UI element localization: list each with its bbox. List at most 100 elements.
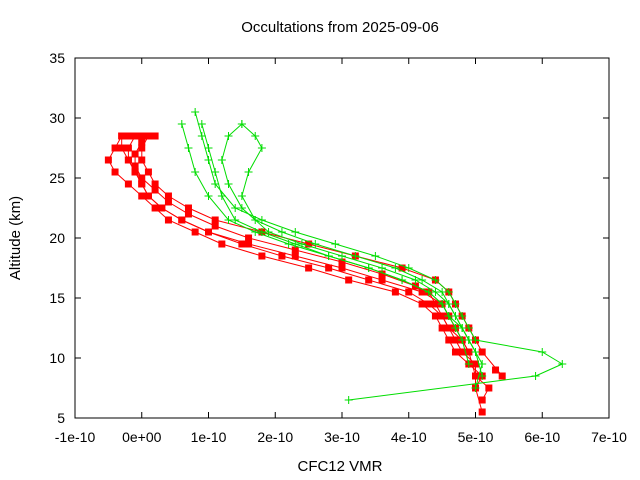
- data-point: [184, 204, 192, 212]
- data-point: [444, 312, 453, 320]
- data-point: [478, 408, 486, 416]
- series-line: [121, 135, 483, 413]
- axis-ticks: [74, 57, 610, 419]
- data-point: [251, 132, 260, 140]
- data-point: [438, 288, 447, 296]
- data-point: [151, 204, 159, 212]
- data-point: [478, 348, 486, 356]
- data-point: [398, 264, 406, 272]
- data-point: [344, 396, 353, 404]
- data-point: [431, 276, 440, 284]
- data-point: [378, 270, 386, 278]
- data-point: [151, 132, 159, 140]
- data-point: [257, 144, 266, 152]
- data-point: [425, 300, 433, 308]
- data-point: [291, 228, 300, 236]
- data-point: [224, 180, 233, 188]
- x-tick-label: 1e-10: [191, 429, 227, 445]
- data-point: [191, 228, 199, 236]
- x-axis-label: CFC12 VMR: [297, 458, 382, 475]
- data-point: [245, 240, 253, 248]
- x-tick-label: 0e+00: [122, 429, 162, 445]
- data-point: [471, 336, 480, 344]
- y-tick-label: 5: [57, 410, 65, 426]
- data-point: [305, 264, 313, 272]
- series-red-profile-3: [104, 132, 486, 392]
- data-point: [211, 168, 220, 176]
- data-point: [331, 240, 340, 248]
- data-point: [218, 240, 226, 248]
- series-green-profile-1: [191, 108, 567, 404]
- data-point: [424, 288, 433, 296]
- data-point: [472, 360, 479, 368]
- data-point: [138, 156, 146, 164]
- data-point: [211, 216, 219, 224]
- data-point: [251, 216, 260, 224]
- data-point: [431, 288, 440, 296]
- data-point: [138, 138, 146, 146]
- data-point: [405, 288, 413, 296]
- y-tick-label: 20: [49, 230, 65, 246]
- data-point: [191, 168, 200, 176]
- data-point: [444, 300, 453, 308]
- data-point: [177, 120, 186, 128]
- data-point: [451, 324, 460, 332]
- data-point: [204, 156, 213, 164]
- data-point: [197, 132, 206, 140]
- data-point: [211, 180, 220, 188]
- data-point: [371, 252, 380, 260]
- data-point: [178, 216, 186, 224]
- data-point: [138, 192, 146, 200]
- data-point: [144, 168, 152, 176]
- data-point: [104, 156, 112, 164]
- data-point: [164, 192, 172, 200]
- data-point: [138, 132, 146, 140]
- data-point: [144, 132, 152, 140]
- data-point: [451, 348, 459, 356]
- data-point: [224, 132, 233, 140]
- data-point: [391, 288, 399, 296]
- x-tick-label: -1e-10: [55, 429, 96, 445]
- data-point: [478, 360, 487, 368]
- data-point: [124, 132, 132, 140]
- x-tick-label: 4e-10: [391, 429, 427, 445]
- data-point: [237, 204, 246, 212]
- data-point: [231, 216, 240, 224]
- data-point: [458, 324, 467, 332]
- data-point: [164, 198, 172, 206]
- y-tick-label: 35: [49, 50, 65, 66]
- data-point: [472, 372, 479, 380]
- data-point: [118, 132, 126, 140]
- data-point: [531, 372, 540, 380]
- data-point: [291, 240, 300, 248]
- data-point: [184, 144, 193, 152]
- data-point: [205, 228, 212, 236]
- y-tick-label: 10: [49, 350, 65, 366]
- data-point: [458, 348, 466, 356]
- data-point: [404, 264, 413, 272]
- data-point: [458, 336, 467, 344]
- data-point: [364, 264, 373, 272]
- data-point: [124, 180, 132, 188]
- data-point: [311, 240, 320, 248]
- data-point: [111, 144, 119, 152]
- series-layer: [104, 108, 567, 416]
- data-point: [398, 276, 407, 284]
- y-tick-label: 15: [49, 290, 65, 306]
- x-tick-label: 6e-10: [524, 429, 560, 445]
- data-point: [131, 132, 139, 140]
- data-point: [438, 312, 446, 320]
- data-point: [485, 384, 493, 392]
- data-point: [538, 348, 547, 356]
- data-point: [492, 366, 500, 374]
- data-point: [118, 144, 126, 152]
- series-red-profile-1: [118, 132, 486, 416]
- data-point: [458, 312, 467, 320]
- data-point: [131, 168, 139, 176]
- data-point: [338, 264, 346, 272]
- series-line: [107, 135, 483, 389]
- data-point: [131, 150, 139, 158]
- data-point: [351, 252, 360, 260]
- data-point: [245, 234, 253, 242]
